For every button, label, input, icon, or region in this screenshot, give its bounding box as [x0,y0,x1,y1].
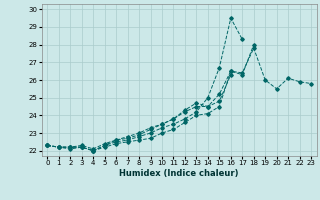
X-axis label: Humidex (Indice chaleur): Humidex (Indice chaleur) [119,169,239,178]
